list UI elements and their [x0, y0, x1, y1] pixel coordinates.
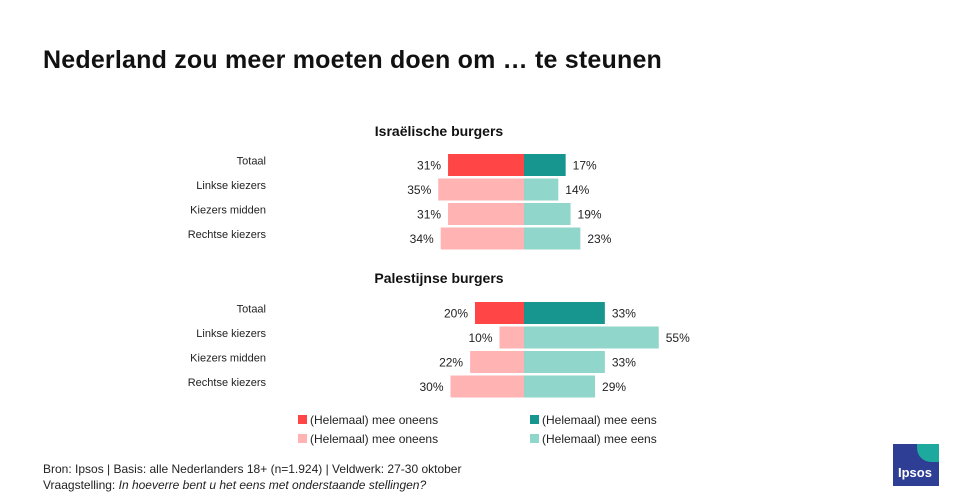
question-text: In hoeverre bent u het eens met ondersta…: [118, 478, 427, 492]
question-note: Vraagstelling: In hoeverre bent u het ee…: [43, 478, 426, 492]
category-label: Totaal: [237, 304, 266, 316]
bar-disagree: [448, 203, 524, 225]
bar-disagree: [475, 302, 524, 324]
bar-agree: [524, 154, 566, 176]
question-label: Vraagstelling:: [43, 478, 116, 492]
bar-disagree: [499, 326, 524, 349]
logo-accent: [917, 444, 939, 462]
data-label-agree: 33%: [612, 356, 636, 370]
legend-swatch: [530, 415, 539, 424]
category-label: Kiezers midden: [190, 353, 266, 365]
source-note: Bron: Ipsos | Basis: alle Nederlanders 1…: [43, 462, 462, 476]
bar-agree: [524, 375, 596, 398]
panel-title: Israëlische burgers: [375, 123, 504, 139]
data-label-agree: 14%: [565, 183, 589, 197]
category-label: Rechtse kiezers: [188, 377, 267, 389]
bar-disagree: [448, 154, 524, 176]
data-label-disagree: 20%: [444, 307, 468, 321]
data-label-disagree: 30%: [419, 380, 443, 394]
logo-text: Ipsos: [898, 465, 932, 480]
legend-label: (Helemaal) mee oneens: [310, 413, 438, 427]
bar-agree: [524, 302, 605, 324]
data-label-agree: 33%: [612, 307, 636, 321]
bar-agree: [524, 178, 559, 201]
data-label-disagree: 31%: [417, 208, 441, 222]
category-label: Rechtse kiezers: [188, 229, 267, 241]
bar-disagree: [440, 227, 524, 250]
data-label-agree: 23%: [587, 232, 611, 246]
bar-disagree: [438, 178, 524, 201]
bar-agree: [524, 351, 605, 373]
data-label-agree: 19%: [578, 208, 602, 222]
bar-agree: [524, 326, 659, 349]
legend-swatch: [298, 415, 307, 424]
panel-title: Palestijnse burgers: [374, 270, 503, 286]
data-label-disagree: 22%: [439, 356, 463, 370]
page-title: Nederland zou meer moeten doen om … te s…: [43, 46, 663, 74]
data-label-agree: 17%: [573, 159, 597, 173]
bar-disagree: [450, 375, 524, 398]
data-label-agree: 29%: [602, 380, 626, 394]
category-label: Linkse kiezers: [196, 328, 266, 340]
legend-label: (Helemaal) mee oneens: [310, 432, 438, 446]
bar-agree: [524, 227, 581, 250]
data-label-disagree: 35%: [407, 183, 431, 197]
bar-disagree: [470, 351, 524, 373]
data-label-agree: 55%: [666, 331, 690, 345]
category-label: Totaal: [237, 156, 266, 168]
legend-label: (Helemaal) mee eens: [542, 413, 657, 427]
bar-agree: [524, 203, 571, 225]
data-label-disagree: 34%: [410, 232, 434, 246]
data-label-disagree: 10%: [468, 331, 492, 345]
category-label: Kiezers midden: [190, 205, 266, 217]
legend-label: (Helemaal) mee eens: [542, 432, 657, 446]
legend-swatch: [530, 434, 539, 443]
ipsos-logo: Ipsos: [893, 444, 939, 486]
legend-swatch: [298, 434, 307, 443]
category-label: Linkse kiezers: [196, 180, 266, 192]
data-label-disagree: 31%: [417, 159, 441, 173]
